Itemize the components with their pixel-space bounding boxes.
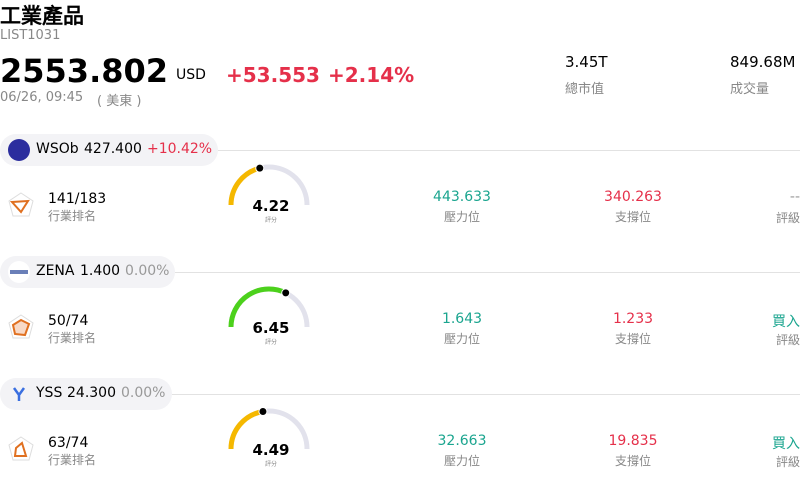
- logo: [8, 261, 30, 283]
- item-name: ZENA: [36, 263, 75, 279]
- score-label: 評分: [264, 339, 277, 346]
- rank-label: 行業排名: [48, 209, 97, 223]
- score: 6.45: [252, 319, 290, 337]
- rank-icon: [8, 436, 34, 461]
- rating: 買入: [772, 436, 800, 452]
- radar-frame: [8, 436, 34, 461]
- radar-shape: [11, 318, 31, 337]
- support: 19.835: [608, 433, 658, 449]
- item-name: WSOb: [36, 141, 79, 157]
- score-label: 評分: [264, 461, 277, 468]
- support-label: 支撐位: [614, 210, 651, 224]
- code: LIST1031: [0, 28, 61, 43]
- item-price: 427.400: [84, 141, 142, 157]
- support: 1.233: [612, 311, 654, 327]
- stat-label: 總市值: [565, 82, 605, 97]
- rank-label: 行業排名: [48, 331, 97, 345]
- stat-label: 成交量: [730, 82, 770, 97]
- price: 2553.802: [0, 52, 169, 90]
- radar-shape: [13, 441, 28, 457]
- time: 06/26, 09:45: [0, 90, 84, 105]
- item-pill: [0, 134, 218, 166]
- rank-icon: [8, 314, 34, 339]
- radar-frame: [8, 192, 34, 217]
- item-change: 0.00%: [121, 385, 166, 401]
- timezone: ( 美東 ): [97, 94, 142, 109]
- title: 工業產品: [0, 4, 84, 28]
- item-name: YSS: [36, 385, 63, 401]
- gauge: [228, 163, 310, 206]
- rank: 50/74: [48, 313, 89, 329]
- logo: [12, 387, 26, 401]
- change-pct: +2.14%: [328, 63, 415, 87]
- gauge-fill: [228, 286, 287, 328]
- item-price: 24.300: [67, 385, 116, 401]
- resistance-label: 壓力位: [443, 210, 480, 224]
- stat-value: 849.68M: [730, 53, 796, 71]
- score: 4.22: [252, 197, 290, 215]
- radar-frame: [8, 314, 34, 339]
- rating: --: [789, 189, 800, 205]
- resistance: 32.663: [437, 433, 487, 449]
- logo-mark: [12, 387, 26, 401]
- support-label: 支撐位: [614, 332, 651, 346]
- score-label: 評分: [264, 217, 277, 224]
- change: +53.553: [226, 63, 320, 87]
- gauge-dot: [255, 163, 265, 173]
- logo-circle: [8, 139, 30, 161]
- divider: [218, 150, 800, 151]
- currency: USD: [176, 67, 206, 83]
- gauge: [228, 406, 310, 450]
- item-change: +10.42%: [147, 141, 213, 157]
- radar-shape: [9, 199, 30, 214]
- item-pill: [0, 378, 172, 410]
- gauge-fill: [228, 409, 264, 450]
- resistance-label: 壓力位: [443, 454, 480, 468]
- resistance: 1.643: [441, 311, 483, 327]
- divider: [172, 394, 800, 395]
- logo-mark: [10, 270, 28, 274]
- gauge-fill: [228, 165, 261, 206]
- gauge-dot: [258, 406, 268, 416]
- score: 4.49: [252, 441, 290, 459]
- resistance: 443.633: [433, 189, 491, 205]
- support: 340.263: [604, 189, 662, 205]
- rank-label: 行業排名: [48, 453, 97, 467]
- rating-label: 評級: [775, 455, 800, 469]
- stat-value: 3.45T: [565, 53, 608, 71]
- rank: 141/183: [48, 191, 107, 207]
- resistance-label: 壓力位: [443, 332, 480, 346]
- support-label: 支撐位: [614, 454, 651, 468]
- rank-icon: [8, 192, 34, 217]
- rating-label: 評級: [775, 211, 800, 225]
- rating: 買入: [772, 314, 800, 330]
- rank: 63/74: [48, 435, 89, 451]
- logo: [8, 139, 30, 161]
- item-change: 0.00%: [125, 263, 170, 279]
- item-price: 1.400: [80, 263, 121, 279]
- gauge-dot: [281, 288, 291, 298]
- rating-label: 評級: [775, 333, 800, 347]
- divider: [175, 272, 800, 273]
- gauge: [228, 286, 310, 328]
